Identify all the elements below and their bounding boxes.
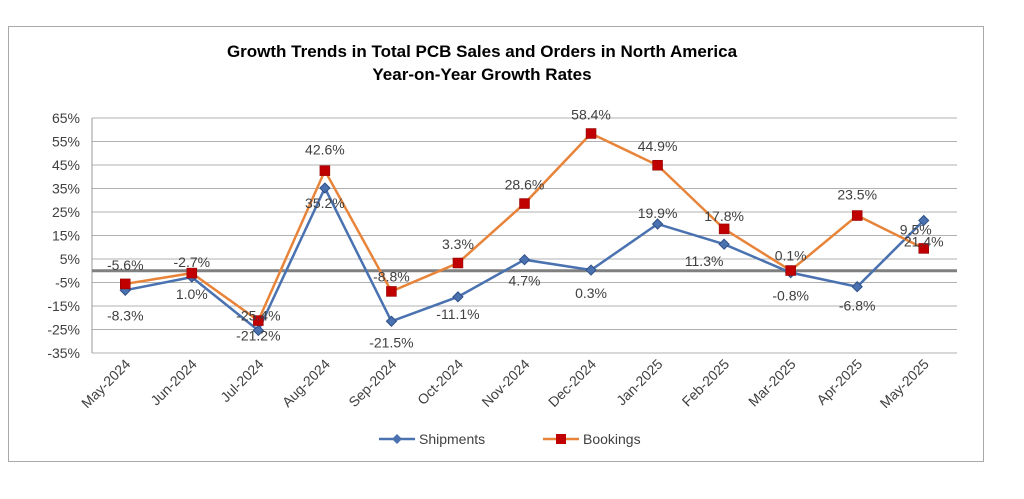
bookings-point [253, 315, 264, 326]
shipments-data-label: 35.2% [305, 195, 345, 211]
y-tick-label: -5% [55, 275, 80, 291]
legend-marker-shipments [392, 434, 402, 444]
shipments-point [518, 253, 531, 266]
shipments-data-label: -0.8% [772, 288, 809, 304]
x-tick-label: Jan-2025 [613, 356, 666, 409]
bookings-data-label: 1.0% [176, 286, 208, 302]
chart-title: Growth Trends in Total PCB Sales and Ord… [227, 42, 738, 61]
legend-marker-bookings [556, 434, 566, 444]
shipments-point [585, 264, 597, 276]
x-tick-label: Aug-2024 [279, 356, 333, 410]
shipments-point [319, 182, 331, 194]
shipments-point [252, 324, 265, 337]
gridlines [91, 117, 957, 354]
bookings-point [319, 165, 331, 176]
y-tick-label: 65% [52, 110, 80, 126]
chart-frame: Growth Trends in Total PCB Sales and Ord… [8, 26, 984, 462]
bookings-data-label: -8.8% [373, 268, 410, 284]
x-axis-ticks: May-2024 Jun-2024 Jul-2024 Aug-2024 Sep-2024… [78, 356, 932, 411]
shipments-data-label: 11.3% [685, 253, 724, 269]
bookings-point [851, 210, 863, 221]
x-tick-label: Sep-2024 [345, 356, 399, 410]
bookings-point [918, 243, 929, 254]
x-tick-label: Jul-2024 [217, 356, 266, 405]
y-tick-label: -15% [47, 298, 80, 314]
bookings-data-label: 42.6% [305, 142, 345, 158]
y-tick-label: 15% [52, 228, 80, 244]
x-tick-label: May-2025 [877, 356, 932, 411]
bookings-point [519, 198, 530, 209]
x-tick-label: Nov-2024 [478, 356, 532, 410]
x-tick-label: May-2024 [78, 356, 133, 411]
bookings-data-label: 44.9% [638, 138, 678, 154]
bookings-data-label: 17.8% [704, 208, 744, 224]
shipments-data-label: 4.7% [509, 273, 541, 289]
bookings-point [186, 267, 198, 279]
bookings-data-label: 9.5% [900, 221, 932, 237]
x-tick-label: Dec-2024 [545, 356, 599, 410]
shipments-data-label: -25.4% [236, 307, 280, 323]
y-axis-ticks: 65% 55% 45% 35% 25% 15% 5% -5% -15% -25% -35% [47, 110, 80, 361]
bookings-data-label: -5.6% [107, 257, 144, 273]
shipments-point [851, 281, 863, 293]
shipments-data-label: 19.9% [638, 205, 678, 221]
shipments-data-label: -21.5% [369, 334, 413, 350]
shipments-point [718, 238, 730, 250]
x-tick-label: Feb-2025 [679, 356, 733, 410]
shipments-data-label: -8.3% [107, 307, 144, 323]
chart-subtitle: Year-on-Year Growth Rates [372, 65, 591, 84]
data-labels: -8.3% -2.7% -25.4% 35.2% -21.5% -11.1% 4.7% 0.3… [107, 107, 944, 351]
shipments-point [918, 214, 930, 227]
legend-label-bookings: Bookings [583, 431, 641, 447]
x-tick-label: Jun-2024 [147, 356, 200, 409]
shipments-point [452, 291, 464, 303]
bookings-point [785, 265, 796, 276]
legend-label-shipments: Shipments [419, 431, 485, 447]
bookings-point [585, 128, 597, 139]
bookings-data-label: 28.6% [505, 177, 545, 193]
shipments-data-label: -2.7% [174, 254, 211, 270]
bookings-data-label: 3.3% [442, 236, 474, 252]
y-tick-label: 25% [52, 204, 80, 220]
bookings-point [452, 257, 464, 269]
shipments-data-label: 21.4% [904, 233, 944, 249]
y-tick-label: -25% [47, 322, 80, 338]
y-tick-label: -35% [47, 345, 80, 361]
bookings-point [120, 278, 131, 290]
bookings-data-label: -21.2% [236, 328, 280, 344]
bookings-point [718, 223, 730, 235]
x-tick-label: Oct-2024 [414, 356, 466, 408]
x-tick-label: Apr-2025 [813, 356, 865, 408]
bookings-data-label: 58.4% [571, 107, 611, 123]
shipments-point [651, 218, 664, 230]
shipments-data-label: -6.8% [839, 298, 876, 314]
y-tick-label: 35% [52, 181, 80, 197]
line-chart: Growth Trends in Total PCB Sales and Ord… [47, 42, 957, 447]
y-tick-label: 55% [52, 134, 80, 150]
shipments-data-label: 0.3% [575, 285, 607, 301]
bookings-point [386, 286, 397, 297]
shipments-data-label: -11.1% [436, 306, 479, 322]
bookings-data-label: 23.5% [837, 187, 877, 203]
shipments-point [385, 315, 398, 327]
legend: Shipments Bookings [379, 431, 641, 447]
bookings-point [652, 159, 663, 171]
y-tick-label: 5% [60, 251, 80, 267]
bookings-data-label: 0.1% [775, 248, 807, 264]
y-tick-label: 45% [52, 157, 80, 173]
series-markers [119, 128, 930, 337]
x-tick-label: Mar-2025 [745, 356, 799, 410]
